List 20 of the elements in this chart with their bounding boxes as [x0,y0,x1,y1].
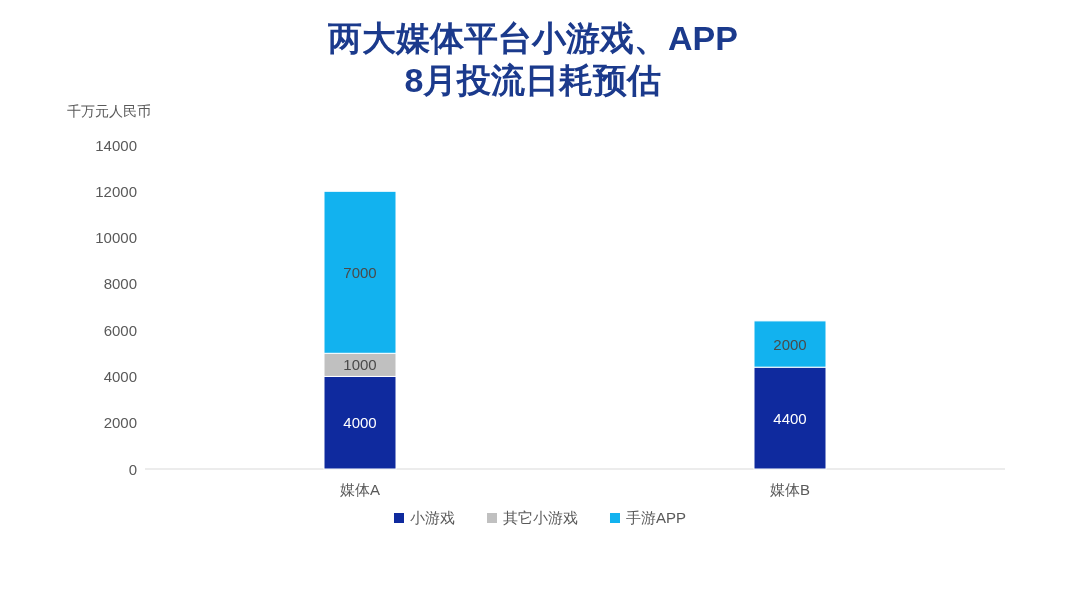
data-label: 2000 [773,335,807,353]
x-tick-label: 媒体B [770,481,810,498]
y-tick-label: 8000 [103,275,137,293]
ylabel: 千万元人民币 [67,103,151,119]
y-tick-label: 6000 [103,321,137,339]
legend-label: 其它小游戏 [503,509,578,526]
y-tick-label: 10000 [95,229,137,247]
y-tick-label: 12000 [95,182,137,200]
y-tick-label: 0 [128,460,137,478]
legend-label: 手游APP [626,509,686,526]
y-tick-label: 2000 [103,414,137,432]
y-tick-label: 14000 [95,136,137,154]
legend-label: 小游戏 [410,509,455,526]
data-label: 4000 [343,414,377,432]
title: 两大媒体平台小游戏、APP 8月投流日耗预估 [328,19,738,99]
data-label: 4400 [773,409,807,427]
data-label: 7000 [343,263,377,281]
y-tick-label: 4000 [103,367,137,385]
x-tick-label: 媒体A [340,481,380,498]
data-label: 1000 [343,356,377,374]
